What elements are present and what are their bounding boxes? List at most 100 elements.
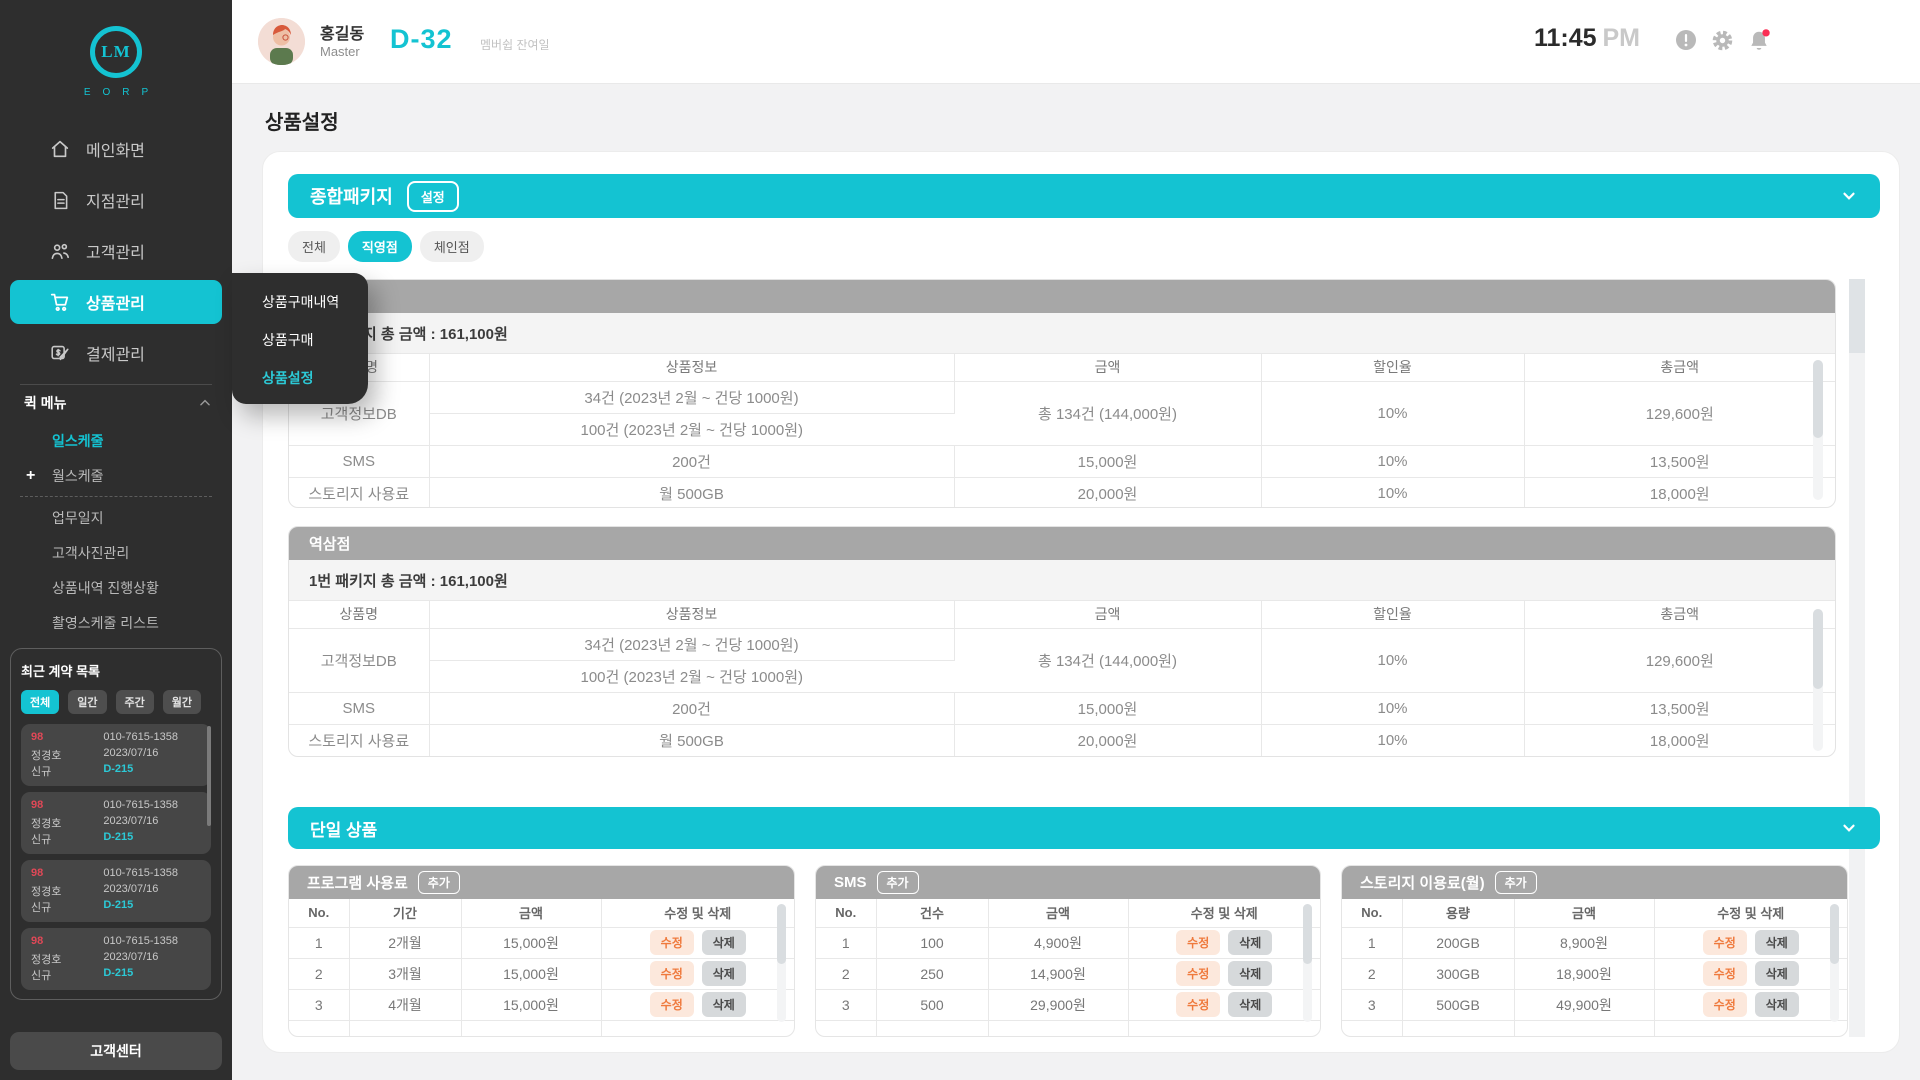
quick-item-shooting-schedule[interactable]: 촬영스케줄 리스트 [52, 615, 159, 631]
table-row: 2 300GB 18,900원 수정 삭제 [1342, 958, 1847, 990]
contract-phone: 010-7615-1358 [103, 935, 178, 947]
delete-button[interactable]: 삭제 [1228, 992, 1273, 1017]
quick-item-month-schedule[interactable]: + 월스케줄 [26, 467, 104, 484]
contract-list-item[interactable]: 98 010-7615-1358 정경호 2023/07/16 신규 D-215 [21, 792, 211, 854]
delete-button[interactable]: 삭제 [1228, 961, 1273, 986]
delete-button[interactable]: 삭제 [701, 992, 746, 1017]
products-context-menu: 상품구매내역 상품구매 상품설정 [232, 273, 368, 404]
sidebar-menu: 메인화면 지점관리 고객관리 상품관리 결제관리 [0, 120, 232, 375]
menu-item-purchase[interactable]: 상품구매 [262, 332, 314, 348]
contract-list-item[interactable]: 98 010-7615-1358 정경호 2023/07/16 신규 D-215 [21, 928, 211, 990]
contract-date: 2023/07/16 [103, 815, 159, 827]
branch-package-table-1: 1번 패키지 총 금액 : 161,100원 상품명 상품정보 금액 할인율 총… [288, 279, 1836, 508]
contract-badge: 98 [31, 935, 44, 947]
table-row: 1 2개월 15,000원 수정 삭제 [289, 927, 794, 959]
edit-button[interactable]: 수정 [649, 961, 694, 986]
filter-all[interactable]: 전체 [21, 690, 60, 714]
contract-list-item[interactable]: 98 010-7615-1358 정경호 2023/07/16 신규 D-215 [21, 724, 211, 786]
sidebar-item-label: 메인화면 [86, 143, 145, 160]
quick-item-product-progress[interactable]: 상품내역 진행상황 [52, 580, 159, 596]
filter-direct-stores[interactable]: 직영점 [347, 231, 412, 262]
delete-button[interactable]: 삭제 [1754, 992, 1799, 1017]
filter-monthly[interactable]: 월간 [162, 690, 201, 714]
add-button[interactable]: 추가 [417, 871, 460, 894]
delete-button[interactable]: 삭제 [1754, 961, 1799, 986]
avatar[interactable] [258, 18, 305, 65]
add-button[interactable]: 추가 [876, 871, 919, 894]
quick-item-worklog[interactable]: 업무일지 [52, 510, 104, 526]
table-row: 3 4개월 15,000원 수정 삭제 [289, 989, 794, 1021]
contract-date: 2023/07/16 [103, 883, 159, 895]
chevron-down-icon[interactable] [1840, 187, 1858, 205]
card-scrollbar[interactable] [1830, 904, 1839, 1022]
package-section-title: 종합패키지 [310, 187, 393, 207]
edit-button[interactable]: 수정 [649, 992, 694, 1017]
edit-button[interactable]: 수정 [1176, 961, 1221, 986]
add-button[interactable]: 추가 [1494, 871, 1537, 894]
contract-phone: 010-7615-1358 [103, 799, 178, 811]
sidebar-item-branch[interactable]: 지점관리 [10, 178, 222, 222]
card-title: SMS [834, 874, 867, 891]
edit-button[interactable]: 수정 [1702, 992, 1747, 1017]
delete-button[interactable]: 삭제 [701, 930, 746, 955]
sidebar-item-label: 결제관리 [86, 347, 145, 364]
filter-weekly[interactable]: 주간 [115, 690, 154, 714]
contract-status: 신규 [31, 766, 52, 778]
menu-item-purchase-history[interactable]: 상품구매내역 [262, 294, 340, 310]
filter-chain-stores[interactable]: 체인점 [419, 231, 484, 262]
package-settings-button[interactable]: 설정 [406, 180, 459, 212]
membership-label: 멤버쉽 잔여일 [480, 38, 550, 52]
package-total-subtitle: 1번 패키지 총 금액 : 161,100원 [289, 560, 1835, 601]
contract-phone: 010-7615-1358 [103, 867, 178, 879]
page-title: 상품설정 [265, 112, 339, 134]
card-table: No. 용량 금액 수정 및 삭제 1 200GB 8,900원 수정 삭제 2 … [1342, 899, 1847, 1036]
edit-button[interactable]: 수정 [1176, 992, 1221, 1017]
quick-item-day-schedule[interactable]: 일스케줄 [52, 433, 104, 449]
chevron-up-icon[interactable] [198, 396, 212, 410]
col-amount: 금액 [954, 354, 1262, 382]
card-table: No. 기간 금액 수정 및 삭제 1 2개월 15,000원 수정 삭제 2 3… [289, 899, 794, 1036]
table-row [289, 1020, 794, 1036]
recent-contracts-title: 최근 계약 목록 [21, 664, 100, 679]
plus-icon[interactable]: + [26, 467, 36, 484]
sidebar: LM EORP 메인화면 지점관리 고객관리 상품관리 [0, 0, 232, 1080]
sidebar-item-label: 지점관리 [86, 194, 145, 211]
bell-icon[interactable] [1746, 28, 1772, 54]
edit-button[interactable]: 수정 [649, 930, 694, 955]
table-header-row: No. 용량 금액 수정 및 삭제 [1342, 899, 1847, 928]
sidebar-item-products[interactable]: 상품관리 [10, 280, 222, 324]
filter-all-branches[interactable]: 전체 [288, 231, 340, 262]
logo-brand: EORP [83, 87, 161, 98]
edit-button[interactable]: 수정 [1702, 961, 1747, 986]
gear-icon[interactable] [1710, 28, 1736, 54]
filter-daily[interactable]: 일간 [68, 690, 107, 714]
sidebar-item-customers[interactable]: 고객관리 [10, 229, 222, 273]
chevron-down-icon[interactable] [1840, 819, 1858, 837]
table-row: SMS 200건 15,000원 10% 13,500원 [289, 692, 1835, 725]
recent-list-scrollbar[interactable] [207, 726, 211, 976]
edit-button[interactable]: 수정 [1176, 930, 1221, 955]
delete-button[interactable]: 삭제 [1228, 930, 1273, 955]
menu-item-product-settings[interactable]: 상품설정 [262, 370, 314, 386]
contract-badge: 98 [31, 867, 44, 879]
table-header-row: 상품명 상품정보 금액 할인율 총금액 [289, 354, 1835, 382]
edit-button[interactable]: 수정 [1702, 930, 1747, 955]
table-scrollbar[interactable] [1813, 360, 1823, 500]
table-row: 3 500GB 49,900원 수정 삭제 [1342, 989, 1847, 1021]
sidebar-item-main[interactable]: 메인화면 [10, 127, 222, 171]
contract-date: 2023/07/16 [103, 747, 159, 759]
delete-button[interactable]: 삭제 [1754, 930, 1799, 955]
card-scrollbar[interactable] [1303, 904, 1312, 1022]
contract-list-item[interactable]: 98 010-7615-1358 정경호 2023/07/16 신규 D-215 [21, 860, 211, 922]
table-header-row: No. 기간 금액 수정 및 삭제 [289, 899, 794, 928]
quick-item-customer-photos[interactable]: 고객사진관리 [52, 545, 130, 561]
card-scrollbar[interactable] [777, 904, 786, 1022]
quick-menu-title: 퀵 메뉴 [24, 395, 67, 411]
table-scrollbar[interactable] [1813, 609, 1823, 751]
info-icon[interactable] [1674, 28, 1700, 54]
panel-scrollbar[interactable] [1849, 279, 1865, 1037]
sidebar-item-payments[interactable]: 결제관리 [10, 331, 222, 375]
support-center-button[interactable]: 고객센터 [10, 1032, 222, 1070]
logo-monogram: LM [101, 42, 131, 61]
delete-button[interactable]: 삭제 [701, 961, 746, 986]
